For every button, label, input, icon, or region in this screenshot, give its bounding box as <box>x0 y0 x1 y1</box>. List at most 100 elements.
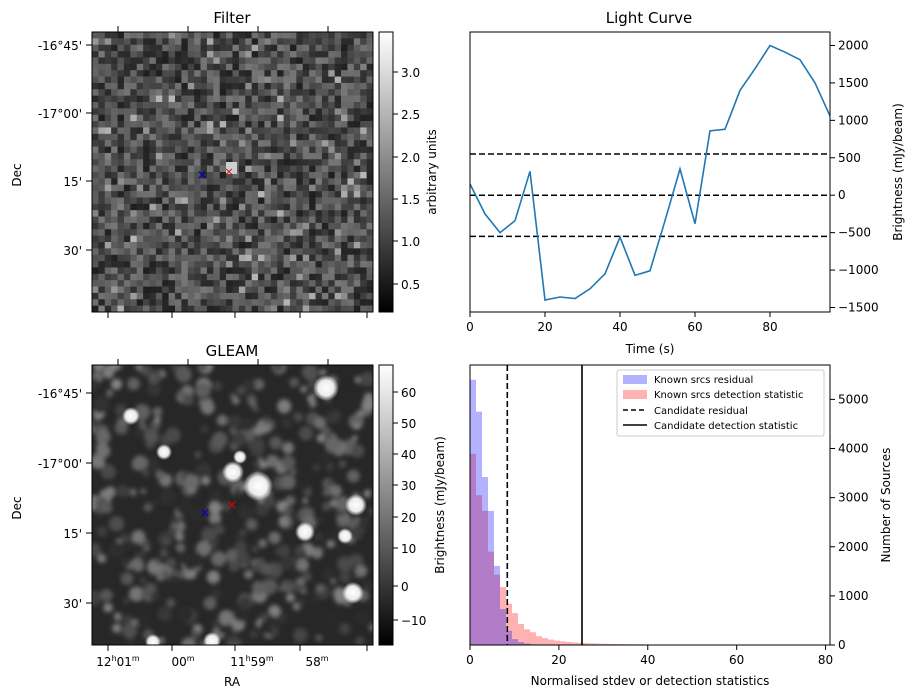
filter-pixel <box>283 222 291 230</box>
gleam-noise-blob <box>212 380 223 392</box>
histogram-legend: Known srcs residual Known srcs detection… <box>616 369 825 437</box>
filter-pixel <box>321 305 329 313</box>
filter-pixel <box>117 70 125 77</box>
gleam-source <box>342 582 364 604</box>
filter-pixel <box>264 57 272 65</box>
filter-pixel <box>258 292 265 300</box>
gleam-ylabel: Dec <box>10 496 24 519</box>
filter-pixel <box>341 159 348 166</box>
filter-pixel <box>245 140 252 147</box>
filter-pixel <box>136 95 144 103</box>
filter-pixel <box>111 38 118 46</box>
filter-pixel <box>162 178 169 186</box>
filter-pixel <box>187 222 195 230</box>
filter-pixel <box>315 191 323 198</box>
gleam-noise-blob <box>243 379 256 392</box>
filter-pixel <box>111 299 118 306</box>
filter-pixel <box>258 299 265 306</box>
filter-pixel <box>321 44 329 52</box>
filter-pixel <box>111 280 118 287</box>
gleam-noise-blob <box>209 490 222 503</box>
filter-pixel <box>206 286 214 294</box>
gleam-noise-blob <box>177 499 194 516</box>
filter-pixel <box>143 216 150 224</box>
filter-pixel <box>226 172 233 179</box>
filter-pixel <box>238 184 246 192</box>
filter-pixel <box>283 267 291 275</box>
filter-pixel <box>117 235 125 243</box>
filter-pixel <box>251 261 259 268</box>
filter-pixel <box>226 184 233 192</box>
filter-pixel <box>219 216 227 224</box>
filter-pixel <box>353 286 361 294</box>
filter-pixel <box>353 38 361 46</box>
filter-pixel <box>200 286 208 294</box>
filter-pixel <box>213 242 221 249</box>
filter-pixel <box>315 254 323 262</box>
filter-pixel <box>302 57 310 65</box>
filter-pixel <box>302 242 310 249</box>
filter-pixel <box>264 184 272 192</box>
gleam-noise-blob <box>201 527 217 543</box>
gleam-noise-blob <box>129 586 144 602</box>
filter-pixel <box>251 248 259 256</box>
filter-pixel <box>334 32 342 39</box>
filter-pixel <box>270 172 278 179</box>
gleam-noise-blob <box>216 414 228 426</box>
gleam-noise-blob <box>308 595 320 607</box>
filter-pixel <box>123 248 131 256</box>
filter-pixel <box>258 121 265 128</box>
filter-pixel <box>123 261 131 268</box>
filter-pixel <box>92 44 99 52</box>
histogram-xtick-label: 0 <box>466 653 474 667</box>
filter-pixel <box>130 165 138 173</box>
gleam-xtick-label: 00m <box>171 654 194 669</box>
filter-pixel <box>219 152 227 160</box>
filter-pixel <box>168 121 176 128</box>
filter-pixel <box>130 44 138 52</box>
filter-pixel <box>219 51 227 58</box>
filter-pixel <box>98 254 106 262</box>
filter-pixel <box>117 286 125 294</box>
filter-pixel <box>162 254 169 262</box>
filter-pixel <box>366 305 374 313</box>
filter-pixel <box>360 152 367 160</box>
filter-pixel <box>283 133 291 141</box>
filter-pixel <box>136 172 144 179</box>
filter-pixel <box>289 102 297 109</box>
filter-pixel <box>194 203 201 211</box>
filter-pixel <box>194 32 201 39</box>
gleam-noise-blob <box>226 636 242 645</box>
filter-pixel <box>296 172 304 179</box>
gleam-image <box>92 365 373 645</box>
filter-pixel <box>162 102 169 109</box>
filter-pixel <box>194 210 201 217</box>
filter-pixel <box>200 89 208 96</box>
filter-pixel <box>117 140 125 147</box>
filter-pixel <box>232 133 240 141</box>
filter-pixel <box>264 286 272 294</box>
filter-pixel <box>232 178 240 186</box>
filter-pixel <box>353 51 361 58</box>
filter-pixel <box>232 280 240 287</box>
filter-pixel <box>353 121 361 128</box>
filter-pixel <box>309 305 316 313</box>
filter-pixel <box>117 82 125 90</box>
filter-pixel <box>181 242 189 249</box>
filter-pixel <box>270 57 278 65</box>
filter-pixel <box>155 121 163 128</box>
filter-pixel <box>302 273 310 281</box>
filter-pixel <box>328 210 335 217</box>
filter-pixel <box>168 229 176 236</box>
filter-pixel <box>219 63 227 71</box>
filter-pixel <box>264 114 272 122</box>
filter-pixel <box>92 286 99 294</box>
filter-pixel <box>315 133 323 141</box>
filter-pixel <box>136 102 144 109</box>
filter-pixel <box>315 140 323 147</box>
filter-pixel <box>181 299 189 306</box>
residual-bar <box>494 565 500 645</box>
filter-pixel <box>321 222 329 230</box>
filter-pixel <box>238 159 246 166</box>
residual-bar <box>512 639 518 645</box>
